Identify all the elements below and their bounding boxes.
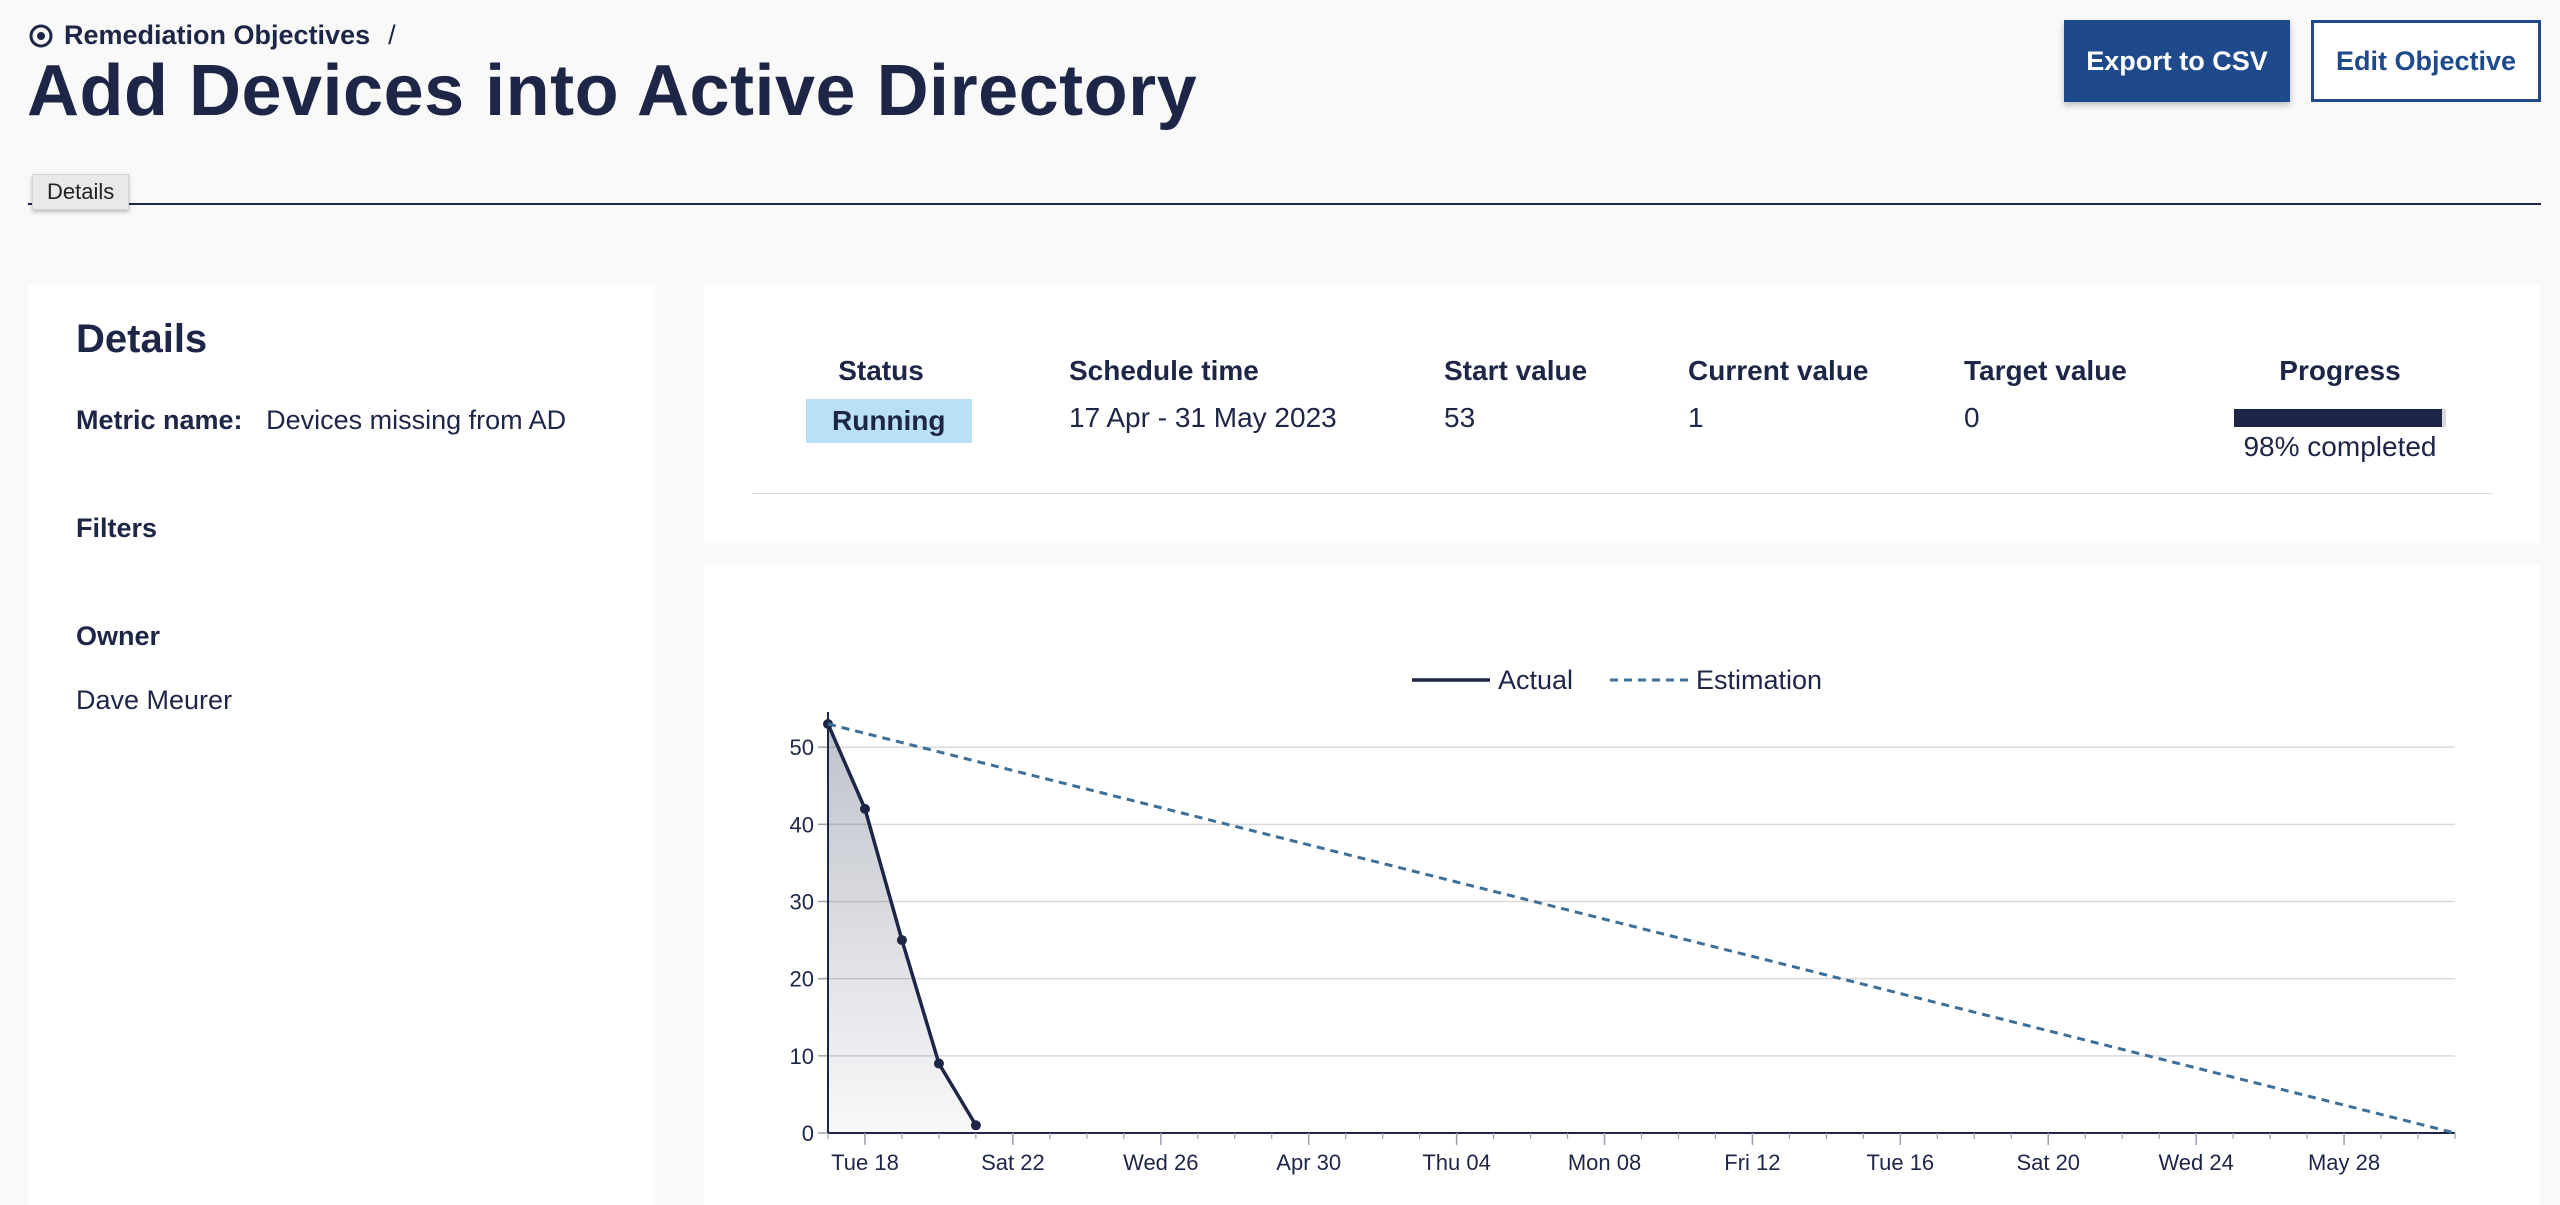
owner-value: Dave Meurer xyxy=(76,685,233,715)
target-value: 0 xyxy=(1964,402,1980,433)
x-tick-label: Mon 08 xyxy=(1568,1150,1641,1175)
status-header: Status xyxy=(838,355,924,386)
start-value-header: Start value xyxy=(1444,355,1588,386)
y-tick-label: 40 xyxy=(790,812,814,837)
x-tick-label: Tue 18 xyxy=(831,1150,899,1175)
metric-name-row: Metric name: Devices missing from AD xyxy=(76,405,566,436)
y-tick-label: 0 xyxy=(802,1121,814,1146)
edit-objective-button[interactable]: Edit Objective xyxy=(2311,20,2541,102)
legend-estimation-label: Estimation xyxy=(1696,665,1822,695)
target-icon xyxy=(29,24,53,47)
actual-point xyxy=(859,803,870,814)
estimation-series-line xyxy=(827,722,2456,1135)
progress-column: Progress 98% completed xyxy=(2220,355,2460,463)
schedule-value: 17 Apr - 31 May 2023 xyxy=(1069,402,1337,433)
progress-bar xyxy=(2234,409,2446,427)
owner-label: Owner xyxy=(76,621,161,651)
current-value-column: Current value 1 xyxy=(1688,355,1869,434)
tab-details[interactable]: Details xyxy=(32,174,130,210)
progress-header: Progress xyxy=(2279,355,2401,386)
details-heading: Details xyxy=(76,317,208,361)
breadcrumb-separator: / xyxy=(388,20,396,50)
chart-card: 0 10 20 30 40 50 Tue 18 Sat 22 Wed 26 Apr 30 Thu 0… xyxy=(704,565,2540,1205)
y-tick-label: 50 xyxy=(790,735,814,760)
tab-bar-divider xyxy=(28,203,2541,205)
current-value: 1 xyxy=(1688,402,1704,433)
status-badge: Running xyxy=(806,399,972,443)
breadcrumb: Remediation Objectives / xyxy=(28,20,396,51)
page-title: Add Devices into Active Directory xyxy=(27,51,1198,131)
x-tick-label: Sat 20 xyxy=(2016,1150,2080,1175)
breadcrumb-link-remediation-objectives[interactable]: Remediation Objectives xyxy=(64,20,371,50)
actual-point xyxy=(970,1120,981,1131)
actual-point xyxy=(896,935,907,946)
actual-point xyxy=(933,1058,944,1069)
schedule-header: Schedule time xyxy=(1069,355,1259,386)
details-card: Details Metric name: Devices missing fro… xyxy=(28,285,655,1205)
x-tick-label: Tue 16 xyxy=(1866,1150,1934,1175)
progress-bar-fill xyxy=(2234,409,2442,427)
x-tick-label: May 28 xyxy=(2308,1150,2380,1175)
summary-card: Status Running Schedule time 17 Apr - 31… xyxy=(704,285,2540,543)
target-value-column: Target value 0 xyxy=(1964,355,2127,434)
x-tick-label: Sat 22 xyxy=(981,1150,1045,1175)
x-tick-label: Fri 12 xyxy=(1724,1150,1780,1175)
export-csv-button[interactable]: Export to CSV xyxy=(2064,20,2290,102)
current-value-header: Current value xyxy=(1688,355,1869,386)
target-value-header: Target value xyxy=(1964,355,2127,386)
start-value: 53 xyxy=(1444,402,1476,433)
metric-name-value: Devices missing from AD xyxy=(266,405,567,435)
progress-line-chart: 0 10 20 30 40 50 Tue 18 Sat 22 Wed 26 Apr 30 Thu 0… xyxy=(790,665,2456,1175)
filters-label: Filters xyxy=(76,513,158,543)
x-tick-label: Wed 26 xyxy=(1123,1150,1198,1175)
x-tick-label: Wed 24 xyxy=(2158,1150,2233,1175)
schedule-column: Schedule time 17 Apr - 31 May 2023 xyxy=(1069,355,1337,434)
x-tick-label: Apr 30 xyxy=(1276,1150,1341,1175)
actual-area xyxy=(828,724,976,1133)
x-tick-label: Thu 04 xyxy=(1422,1150,1491,1175)
y-tick-label: 30 xyxy=(790,889,814,914)
y-tick-label: 10 xyxy=(790,1044,814,1069)
summary-divider xyxy=(752,493,2492,494)
metric-name-label: Metric name: xyxy=(76,405,243,435)
y-tick-label: 20 xyxy=(790,967,814,992)
progress-text: 98% completed xyxy=(2243,431,2437,462)
legend-actual-label: Actual xyxy=(1498,665,1573,695)
start-value-column: Start value 53 xyxy=(1444,355,1587,434)
status-column: Status Running xyxy=(806,355,972,443)
